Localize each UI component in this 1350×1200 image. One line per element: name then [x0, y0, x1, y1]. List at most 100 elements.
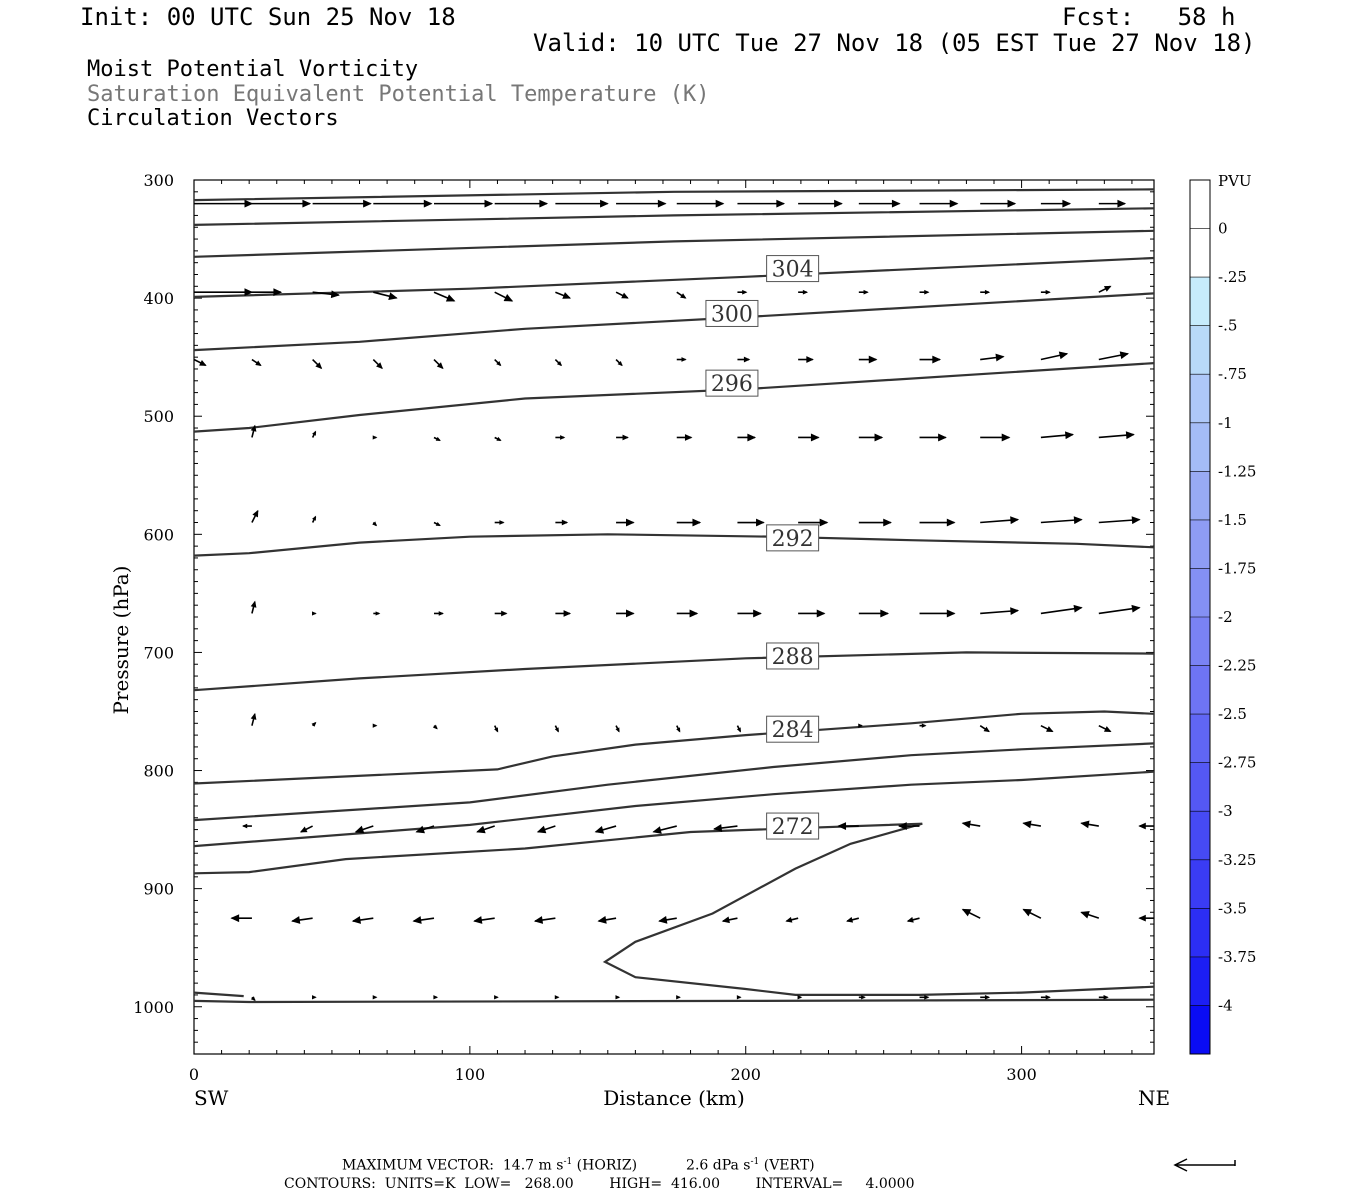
contour-label-292: 292 [772, 527, 814, 552]
vert-tag: (VERT) [763, 1157, 815, 1174]
circulation-vector [194, 199, 254, 208]
vector-head [756, 518, 765, 527]
contour-labels: 304 300 296 292 288 284 272 [705, 255, 820, 840]
circulation-vector [798, 433, 820, 442]
vector-head [501, 610, 508, 617]
max-vector-vert: 2.6 dPa s [686, 1157, 751, 1174]
colorbar-label: -2.5 [1218, 705, 1247, 723]
vector-head [311, 721, 317, 727]
circulation-vector [961, 908, 981, 919]
circulation-vector [312, 611, 317, 616]
vector-head [743, 356, 751, 363]
circulation-vector [858, 518, 892, 527]
vector-head [562, 292, 572, 299]
contour-label-296: 296 [711, 372, 753, 397]
circulation-vector [533, 916, 556, 924]
vector-head [880, 609, 890, 618]
vector-head [1022, 820, 1032, 829]
colorbar-label: -3 [1218, 802, 1233, 820]
contour-label-box [705, 369, 759, 397]
circulation-vector [980, 607, 1020, 616]
contour-label-box [766, 642, 820, 670]
circulation-vector [615, 995, 621, 1000]
colorbar-segment [1190, 180, 1210, 229]
circulation-vector [494, 610, 508, 617]
circulation-vector [919, 723, 927, 728]
vector-head [554, 727, 559, 733]
colorbar-segment [1190, 714, 1210, 763]
theta-es-contour [193, 188, 1155, 202]
field-title-theta-es: Saturation Equivalent Potential Temperat… [87, 82, 710, 107]
circulation-vector [737, 356, 751, 363]
circulation-vector [736, 725, 742, 733]
circulation-vectors [193, 199, 1154, 1002]
circulation-vector [415, 825, 435, 834]
circulation-vector [897, 822, 920, 830]
circulation-vector [299, 825, 313, 833]
circulation-vector [676, 725, 681, 733]
circulation-vector [1040, 724, 1054, 733]
vector-head [816, 609, 826, 618]
circulation-vector [555, 291, 572, 299]
vector-head [1045, 289, 1051, 295]
circulation-vector [312, 358, 323, 370]
vector-head [1046, 726, 1054, 733]
vector-head [302, 199, 312, 208]
y-tick-label: 1000 [133, 998, 174, 1017]
circulation-vector [351, 916, 374, 924]
vector-head [1007, 199, 1017, 208]
vector-head [244, 199, 254, 208]
circulation-vector [919, 609, 956, 618]
circulation-vector [251, 358, 262, 366]
colorbar-segment [1190, 228, 1210, 278]
circulation-vector [373, 291, 398, 300]
vector-head [372, 435, 378, 440]
circulation-vector [615, 358, 623, 367]
vector-head [354, 825, 365, 834]
circulation-vector [676, 357, 687, 362]
circulation-vector [250, 712, 257, 726]
vector-head [681, 357, 687, 362]
circulation-vector [1080, 911, 1100, 919]
vector-head [1103, 726, 1112, 733]
colorbar-label: -2 [1218, 608, 1233, 626]
vector-head [938, 433, 947, 442]
circulation-vector [1098, 199, 1127, 208]
circulation-vector [251, 509, 259, 523]
circulation-vector [858, 433, 884, 442]
circulation-vector [291, 916, 313, 924]
circulation-vector [919, 199, 959, 208]
circulation-vector [676, 609, 699, 618]
vector-head [1022, 908, 1032, 917]
circulation-vector [1098, 285, 1112, 293]
vector-head [906, 916, 914, 923]
vector-head [995, 353, 1005, 362]
circulation-vector [919, 994, 930, 1000]
circulation-vector [554, 995, 560, 1000]
axis-labels: Pressure (hPa) Distance (km) SW NE [109, 566, 1170, 1110]
circulation-vector [412, 916, 435, 924]
circulation-vector [1138, 822, 1154, 830]
circulation-vector [494, 520, 505, 525]
vector-head [785, 916, 793, 923]
vector-head [626, 609, 635, 618]
vert-exponent: -1 [750, 1157, 760, 1167]
circulation-vector [555, 610, 572, 617]
vector-head [312, 995, 317, 1000]
vector-head [363, 199, 372, 208]
vector-head [484, 199, 494, 208]
circulation-vector [1098, 994, 1109, 1000]
theta-es-contour [193, 256, 1155, 298]
y-tick-label: 600 [143, 525, 174, 544]
circulation-vector [251, 288, 283, 297]
colorbar-label: -1.5 [1218, 511, 1247, 529]
vector-head [1062, 199, 1072, 208]
vector-head [615, 727, 620, 733]
circulation-vector [737, 199, 786, 208]
colorbar-segment [1190, 374, 1210, 423]
vector-head [924, 994, 930, 1000]
vector-head [1119, 351, 1130, 360]
theta-es-contour [193, 207, 1155, 226]
circulation-vector [1098, 351, 1130, 361]
vector-head [1045, 994, 1051, 1000]
